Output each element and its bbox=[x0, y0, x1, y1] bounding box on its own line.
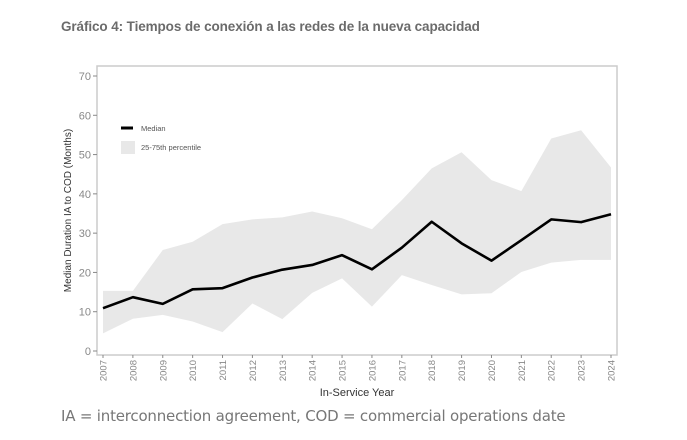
y-tick-label: 0 bbox=[85, 346, 91, 358]
x-tick-label: 2021 bbox=[517, 360, 528, 381]
x-tick-label: 2019 bbox=[457, 360, 468, 381]
x-tick-label: 2010 bbox=[188, 360, 199, 381]
x-axis-title: In-Service Year bbox=[320, 387, 395, 399]
legend-band-swatch bbox=[121, 141, 135, 154]
y-tick-label: 40 bbox=[79, 189, 91, 201]
y-tick-label: 10 bbox=[79, 307, 91, 319]
y-axis: 0 10 20 30 40 50 60 70 bbox=[79, 71, 97, 358]
legend-median-label: Median bbox=[141, 124, 166, 133]
x-tick-label: 2020 bbox=[487, 360, 498, 381]
y-tick-label: 20 bbox=[79, 267, 91, 279]
x-tick-label: 2007 bbox=[99, 360, 110, 381]
footnote: IA = interconnection agreement, COD = co… bbox=[61, 407, 566, 425]
x-tick-label: 2016 bbox=[367, 360, 378, 381]
x-tick-label: 2017 bbox=[397, 360, 408, 381]
legend: Median 25-75th percentile bbox=[121, 124, 201, 154]
x-tick-label: 2009 bbox=[158, 360, 169, 381]
line-layer bbox=[102, 213, 612, 310]
x-tick-label: 2022 bbox=[547, 360, 558, 381]
x-tick-label: 2024 bbox=[607, 360, 618, 381]
x-tick-label: 2015 bbox=[338, 360, 349, 381]
x-tick-label: 2011 bbox=[218, 360, 229, 380]
y-tick-label: 30 bbox=[79, 228, 91, 240]
y-tick-label: 60 bbox=[79, 110, 91, 122]
x-tick-label: 2018 bbox=[427, 360, 438, 381]
x-tick-label: 2012 bbox=[248, 360, 259, 381]
x-axis: 2007 2008 2009 2010 2011 2012 2013 2014 2015 2016… bbox=[99, 355, 618, 381]
x-tick-label: 2013 bbox=[278, 360, 289, 381]
x-tick-label: 2023 bbox=[577, 360, 588, 381]
median-line bbox=[102, 213, 612, 310]
y-axis-title: Median Duration IA to COD (Months) bbox=[63, 129, 74, 292]
percentile-band bbox=[103, 130, 611, 334]
x-tick-label: 2008 bbox=[128, 360, 139, 381]
y-tick-label: 70 bbox=[79, 71, 91, 83]
y-tick-label: 50 bbox=[79, 150, 91, 162]
x-tick-label: 2014 bbox=[308, 360, 319, 381]
legend-band-label: 25-75th percentile bbox=[141, 143, 201, 152]
band-layer bbox=[103, 130, 611, 334]
chart-title: Gráfico 4: Tiempos de conexión a las red… bbox=[61, 19, 480, 34]
